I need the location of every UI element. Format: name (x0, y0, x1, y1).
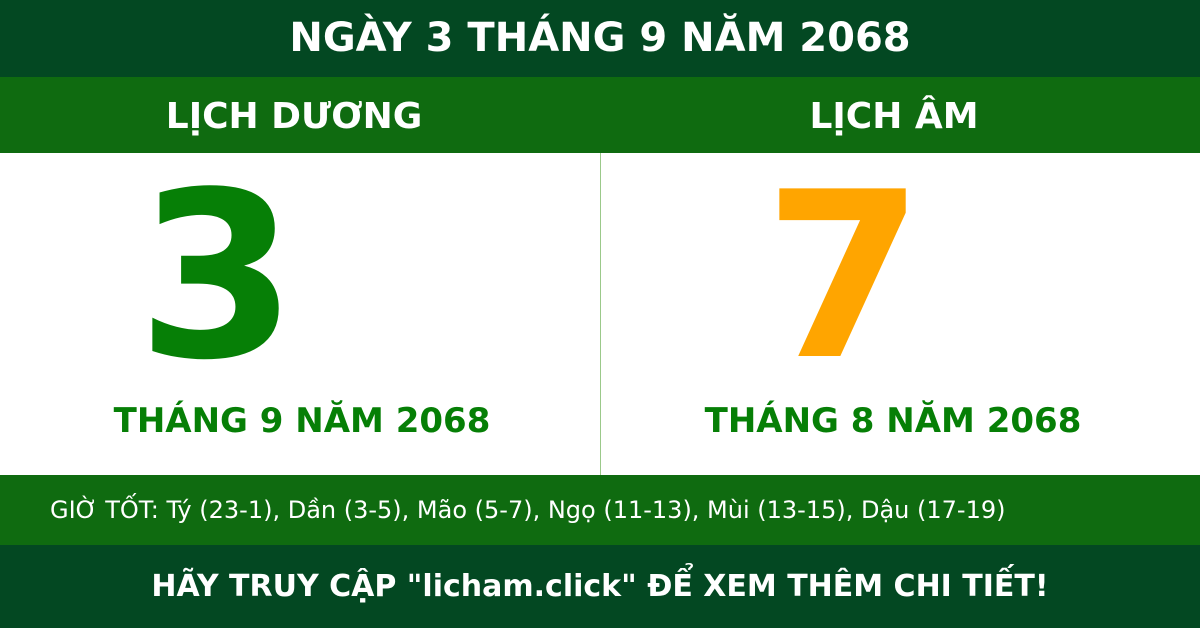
column-divider (600, 153, 601, 475)
solar-calendar-label: LỊCH DƯƠNG (165, 96, 423, 137)
footer-cta: HÃY TRUY CẬP "licham.click" ĐỂ XEM THÊM … (0, 545, 1200, 628)
lunar-calendar-label: LỊCH ÂM (809, 96, 979, 137)
column-headers: LỊCH DƯƠNG LỊCH ÂM (0, 77, 1200, 153)
page-title: NGÀY 3 THÁNG 9 NĂM 2068 (0, 0, 1200, 77)
lunar-month-year: THÁNG 8 NĂM 2068 (704, 401, 1082, 441)
good-hours: GIỜ TỐT: Tý (23-1), Dần (3-5), Mão (5-7)… (0, 475, 1200, 545)
lunar-day: 7 (763, 144, 925, 411)
calendar-columns: 3 THÁNG 9 NĂM 2068 7 THÁNG 8 NĂM 2068 (0, 153, 1200, 475)
solar-month-year: THÁNG 9 NĂM 2068 (113, 401, 491, 441)
solar-day: 3 (136, 144, 298, 411)
